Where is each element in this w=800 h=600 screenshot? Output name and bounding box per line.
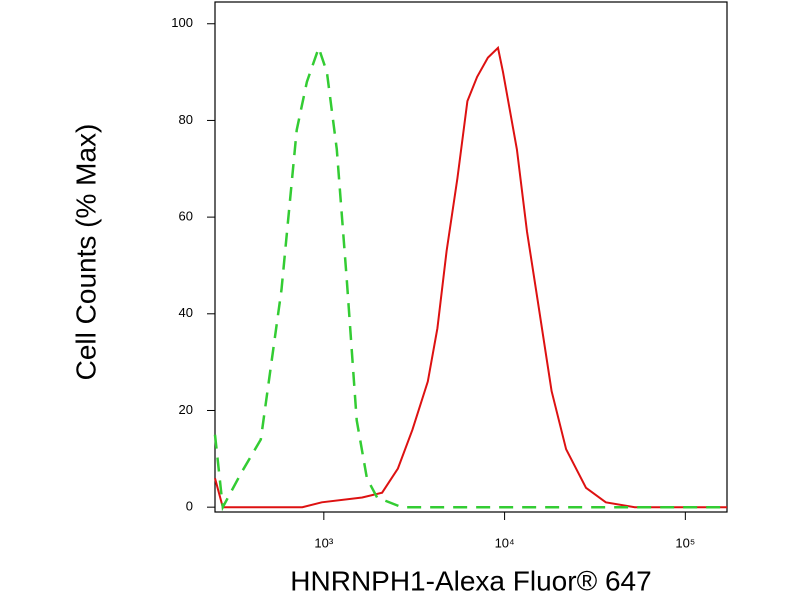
y-tick-label: 60 <box>179 209 193 224</box>
x-tick-label: 10⁴ <box>495 535 515 550</box>
y-axis-title: Cell Counts (% Max) <box>70 124 101 381</box>
x-tick-label: 10³ <box>314 535 333 550</box>
series-line <box>213 44 727 512</box>
y-tick-label: 80 <box>179 112 193 127</box>
y-tick-label: 20 <box>179 402 193 417</box>
series-line <box>214 45 727 509</box>
y-tick-label: 40 <box>179 305 193 320</box>
x-axis-title: HNRNPH1-Alexa Fluor® 647 <box>290 565 651 596</box>
x-tick-label: 10⁵ <box>675 535 695 550</box>
y-tick-label: 0 <box>186 499 193 514</box>
plot-frame <box>214 1 728 513</box>
y-tick-label: 100 <box>171 15 193 30</box>
